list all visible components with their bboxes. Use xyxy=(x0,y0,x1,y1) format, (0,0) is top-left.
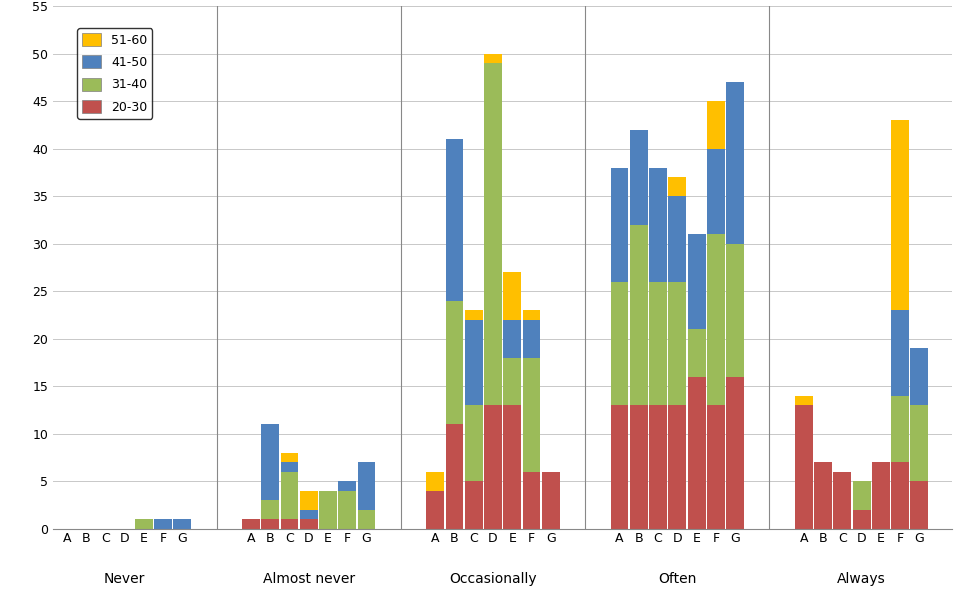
Bar xyxy=(261,424,279,500)
Bar xyxy=(173,519,191,529)
Bar xyxy=(319,491,336,529)
Bar xyxy=(135,519,153,529)
Text: Often: Often xyxy=(657,572,696,586)
Bar xyxy=(522,310,540,320)
Bar xyxy=(503,272,521,320)
Bar xyxy=(890,120,908,310)
Bar xyxy=(522,472,540,529)
Bar xyxy=(909,406,927,482)
Bar xyxy=(464,406,482,482)
Bar xyxy=(706,406,724,529)
Bar xyxy=(154,519,172,529)
Bar xyxy=(706,234,724,406)
Bar xyxy=(503,358,521,406)
Bar xyxy=(426,491,444,529)
Bar xyxy=(464,310,482,320)
Bar xyxy=(357,463,375,510)
Bar xyxy=(649,282,666,406)
Bar xyxy=(706,149,724,234)
Bar xyxy=(610,282,628,406)
Bar xyxy=(890,310,908,396)
Bar xyxy=(668,282,685,406)
Bar xyxy=(242,519,259,529)
Bar xyxy=(261,519,279,529)
Bar xyxy=(426,472,444,491)
Text: Occasionally: Occasionally xyxy=(449,572,536,586)
Text: Always: Always xyxy=(836,572,885,586)
Bar xyxy=(649,168,666,282)
Bar xyxy=(281,453,298,463)
Bar xyxy=(687,377,704,529)
Bar xyxy=(300,491,317,510)
Bar xyxy=(832,472,850,529)
Bar xyxy=(813,463,831,529)
Bar xyxy=(483,54,502,63)
Bar xyxy=(483,63,502,406)
Bar xyxy=(464,320,482,406)
Bar xyxy=(357,510,375,529)
Bar xyxy=(649,406,666,529)
Bar xyxy=(483,406,502,529)
Bar xyxy=(687,234,704,330)
Bar xyxy=(300,510,317,519)
Bar xyxy=(909,348,927,406)
Bar xyxy=(629,130,647,225)
Bar xyxy=(851,510,870,529)
Bar xyxy=(794,406,812,529)
Bar xyxy=(281,519,298,529)
Bar xyxy=(726,82,743,244)
Bar xyxy=(522,320,540,358)
Bar xyxy=(629,406,647,529)
Legend: 51-60, 41-50, 31-40, 20-30: 51-60, 41-50, 31-40, 20-30 xyxy=(77,28,152,119)
Bar xyxy=(668,406,685,529)
Bar xyxy=(338,482,356,491)
Bar xyxy=(281,472,298,519)
Bar xyxy=(726,377,743,529)
Bar xyxy=(668,177,685,196)
Bar xyxy=(909,482,927,529)
Bar xyxy=(503,320,521,358)
Bar xyxy=(851,482,870,510)
Bar xyxy=(445,301,463,424)
Bar xyxy=(541,472,559,529)
Bar xyxy=(610,406,628,529)
Bar xyxy=(261,500,279,519)
Bar xyxy=(890,463,908,529)
Bar xyxy=(338,491,356,529)
Bar xyxy=(445,139,463,301)
Bar xyxy=(281,463,298,472)
Bar xyxy=(629,225,647,406)
Bar xyxy=(445,424,463,529)
Bar xyxy=(687,330,704,377)
Bar xyxy=(794,396,812,406)
Bar xyxy=(726,244,743,377)
Bar xyxy=(503,406,521,529)
Bar xyxy=(522,358,540,472)
Bar xyxy=(706,101,724,149)
Bar xyxy=(610,168,628,282)
Bar xyxy=(668,196,685,282)
Bar xyxy=(890,396,908,463)
Text: Almost never: Almost never xyxy=(262,572,355,586)
Bar xyxy=(464,482,482,529)
Bar xyxy=(300,519,317,529)
Bar xyxy=(871,463,889,529)
Text: Never: Never xyxy=(104,572,145,586)
